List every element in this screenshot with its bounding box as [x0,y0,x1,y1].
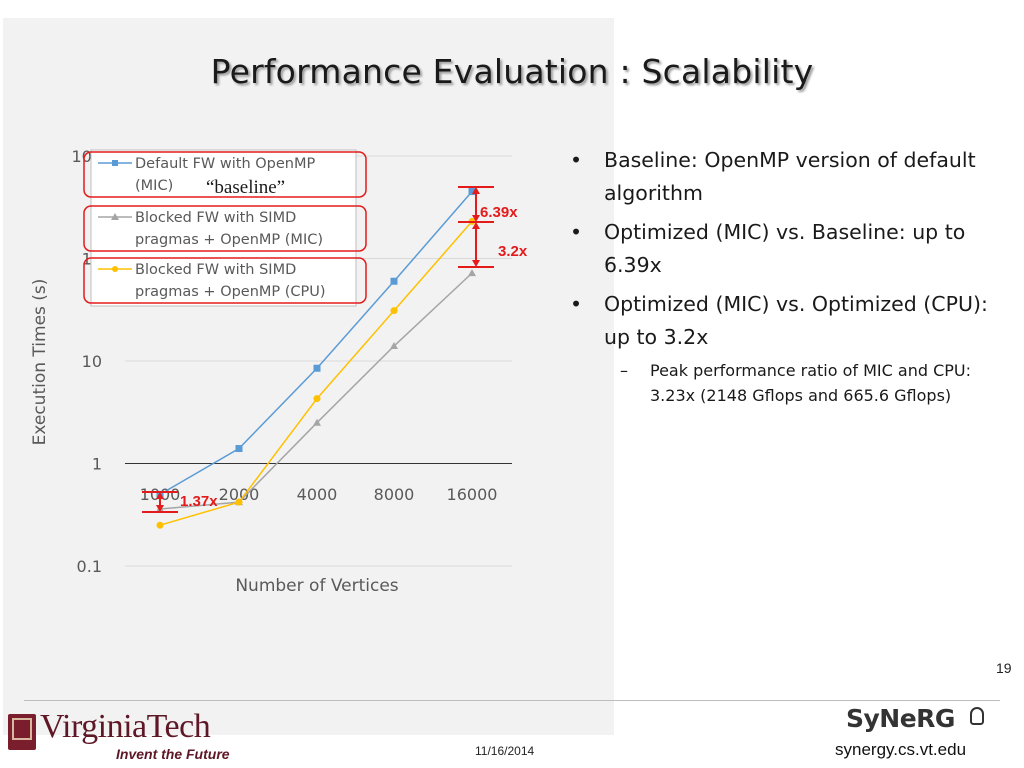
legend-marker [112,160,118,166]
x-tick-label: 4000 [297,485,338,504]
lab-url: synergy.cs.vt.edu [835,740,967,759]
data-point-circle [235,498,243,506]
x-tick-label: 8000 [374,485,415,504]
legend-highlight-box [83,205,367,252]
ratio-arrow-639-arrowhead-up [472,187,480,194]
data-point-square [235,445,243,453]
ratio-label-32: 3.2x [498,243,528,260]
y-tick-label: 1 [92,455,102,474]
series-line [159,272,473,510]
ratio-label-639: 6.39x [480,204,518,221]
vt-shield-icon [8,714,36,750]
y-tick-label: 0.1 [77,557,102,576]
bullet-dot-icon: • [570,148,583,172]
ratio-arrow-639-arrowhead-down [472,215,480,222]
slide-date: 11/16/2014 [475,744,535,758]
data-point-square [390,277,398,285]
legend-label: Blocked FW with SIMD pragmas + OpenMP (MI… [135,210,323,248]
page-number: 19 [996,660,1012,676]
legend-marker [112,266,118,272]
scalability-chart: 0.111010100100020004000800016000Number o… [30,147,528,596]
data-point-square [468,188,476,196]
legend-label: Default FW with OpenMP (MIC) [135,156,315,194]
y-tick-label: 10 [82,352,102,371]
bullet-item: • Optimized (MIC) vs. Optimized (CPU): up… [568,288,988,354]
data-point-circle [390,307,398,315]
ratio-arrow-137-arrowhead-up [156,492,164,499]
bullet-text: Optimized (MIC) vs. Optimized (CPU): up … [604,292,988,349]
ratio-label-137: 1.37x [180,493,218,510]
bullet-item: • Optimized (MIC) vs. Baseline: up to 6.3… [568,216,988,282]
bullet-dot-icon: • [570,292,583,316]
vt-logo-name: VirginiaTech [40,708,211,745]
bullet-text: Optimized (MIC) vs. Baseline: up to 6.39… [604,220,966,277]
legend-box [90,149,357,307]
sub-bullet-text: Peak performance ratio of MIC and CPU: 3… [650,361,972,405]
bullet-text: Baseline: OpenMP version of default algo… [604,148,976,205]
annotation-baseline: “baseline” [206,177,285,198]
ratio-arrow-32-arrowhead-down [472,260,480,267]
data-point-square [313,364,321,372]
data-point-circle [156,521,164,529]
footer-divider [24,700,1000,701]
synergy-logo: SyNeRG [846,704,955,733]
legend-label: Blocked FW with SIMD pragmas + OpenMP (CP… [135,262,326,300]
ratio-arrow-137-arrowhead-down [156,505,164,512]
x-axis-title: Number of Vertices [235,576,398,596]
virginia-tech-logo: VirginiaTech Invent the Future [8,706,240,766]
ratio-arrow-32-arrowhead-up [472,222,480,229]
sub-bullet-item: – Peak performance ratio of MIC and CPU: … [568,358,988,408]
legend-highlight-box [83,151,367,198]
legend-marker [111,213,119,220]
data-point-circle [313,395,321,403]
data-point-triangle [468,269,476,277]
bullet-item: • Baseline: OpenMP version of default alg… [568,144,988,210]
bullet-list: • Baseline: OpenMP version of default alg… [568,144,988,408]
sub-bullet-dash-icon: – [620,361,628,380]
data-point-triangle [313,418,321,426]
bullet-dot-icon: • [570,220,583,244]
lightbulb-icon [970,707,984,725]
legend-highlight-box [83,257,367,304]
x-tick-label: 16000 [447,485,498,504]
vt-logo-tagline: Invent the Future [116,746,230,762]
slide-title: Performance Evaluation : Scalability [210,52,814,91]
data-point-triangle [390,342,398,350]
y-axis-title: Execution Times (s) [30,279,50,446]
